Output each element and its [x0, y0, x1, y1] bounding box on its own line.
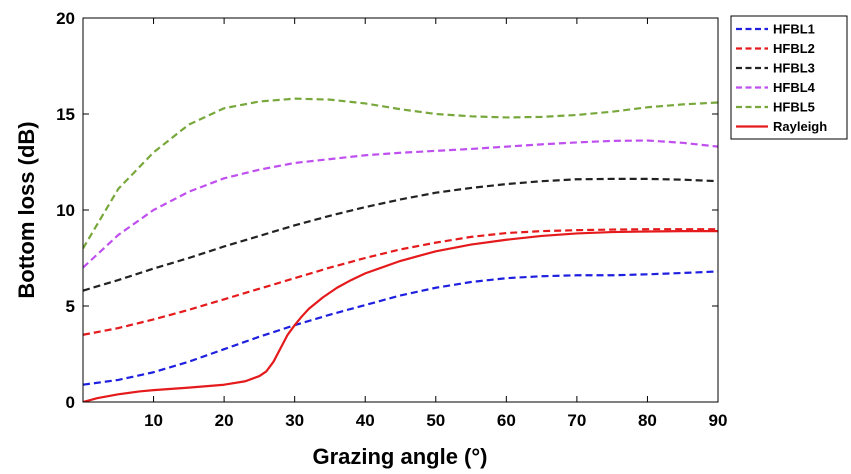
y-tick-label: 15 — [56, 105, 75, 124]
plot-area — [83, 97, 718, 402]
y-tick-label: 20 — [56, 9, 75, 28]
x-tick-label: 30 — [285, 411, 304, 430]
series-line-hfbl5 — [83, 97, 718, 249]
x-tick-label: 40 — [356, 411, 375, 430]
y-tick-label: 5 — [66, 297, 75, 316]
series-line-hfbl4 — [83, 139, 718, 269]
axes: 10 20 30 40 50 60 70 80 90 0 5 10 15 20 — [56, 9, 727, 430]
legend-label-hfbl1: HFBL1 — [773, 22, 815, 37]
x-tick-label: 20 — [215, 411, 234, 430]
x-tick-label: 80 — [638, 411, 657, 430]
legend-label-hfbl3: HFBL3 — [773, 61, 815, 76]
y-tick-label: 0 — [66, 393, 75, 412]
x-axis-title: Grazing angle (°) — [312, 444, 487, 469]
legend-label-hfbl2: HFBL2 — [773, 41, 815, 56]
y-axis-title: Bottom loss (dB) — [14, 121, 39, 298]
x-tick-label: 10 — [144, 411, 163, 430]
x-tick-label: 50 — [426, 411, 445, 430]
x-tick-label: 90 — [709, 411, 728, 430]
series-line-hfbl3 — [83, 177, 718, 292]
series-line-hfbl1 — [83, 270, 718, 386]
legend-label-hfbl5: HFBL5 — [773, 100, 815, 115]
series-line-rayleigh — [83, 230, 718, 402]
y-tick-label: 10 — [56, 201, 75, 220]
x-tick-label: 70 — [567, 411, 586, 430]
legend-label-hfbl4: HFBL4 — [773, 80, 816, 95]
plot-frame — [82, 17, 719, 403]
legend-label-rayleigh: Rayleigh — [773, 119, 827, 134]
legend: HFBL1 HFBL2 HFBL3 HFBL4 HFBL5 Rayleigh — [730, 15, 848, 140]
series-group — [83, 97, 718, 402]
x-tick-label: 60 — [497, 411, 516, 430]
legend-box — [730, 15, 848, 140]
series-line-hfbl2 — [83, 228, 718, 336]
